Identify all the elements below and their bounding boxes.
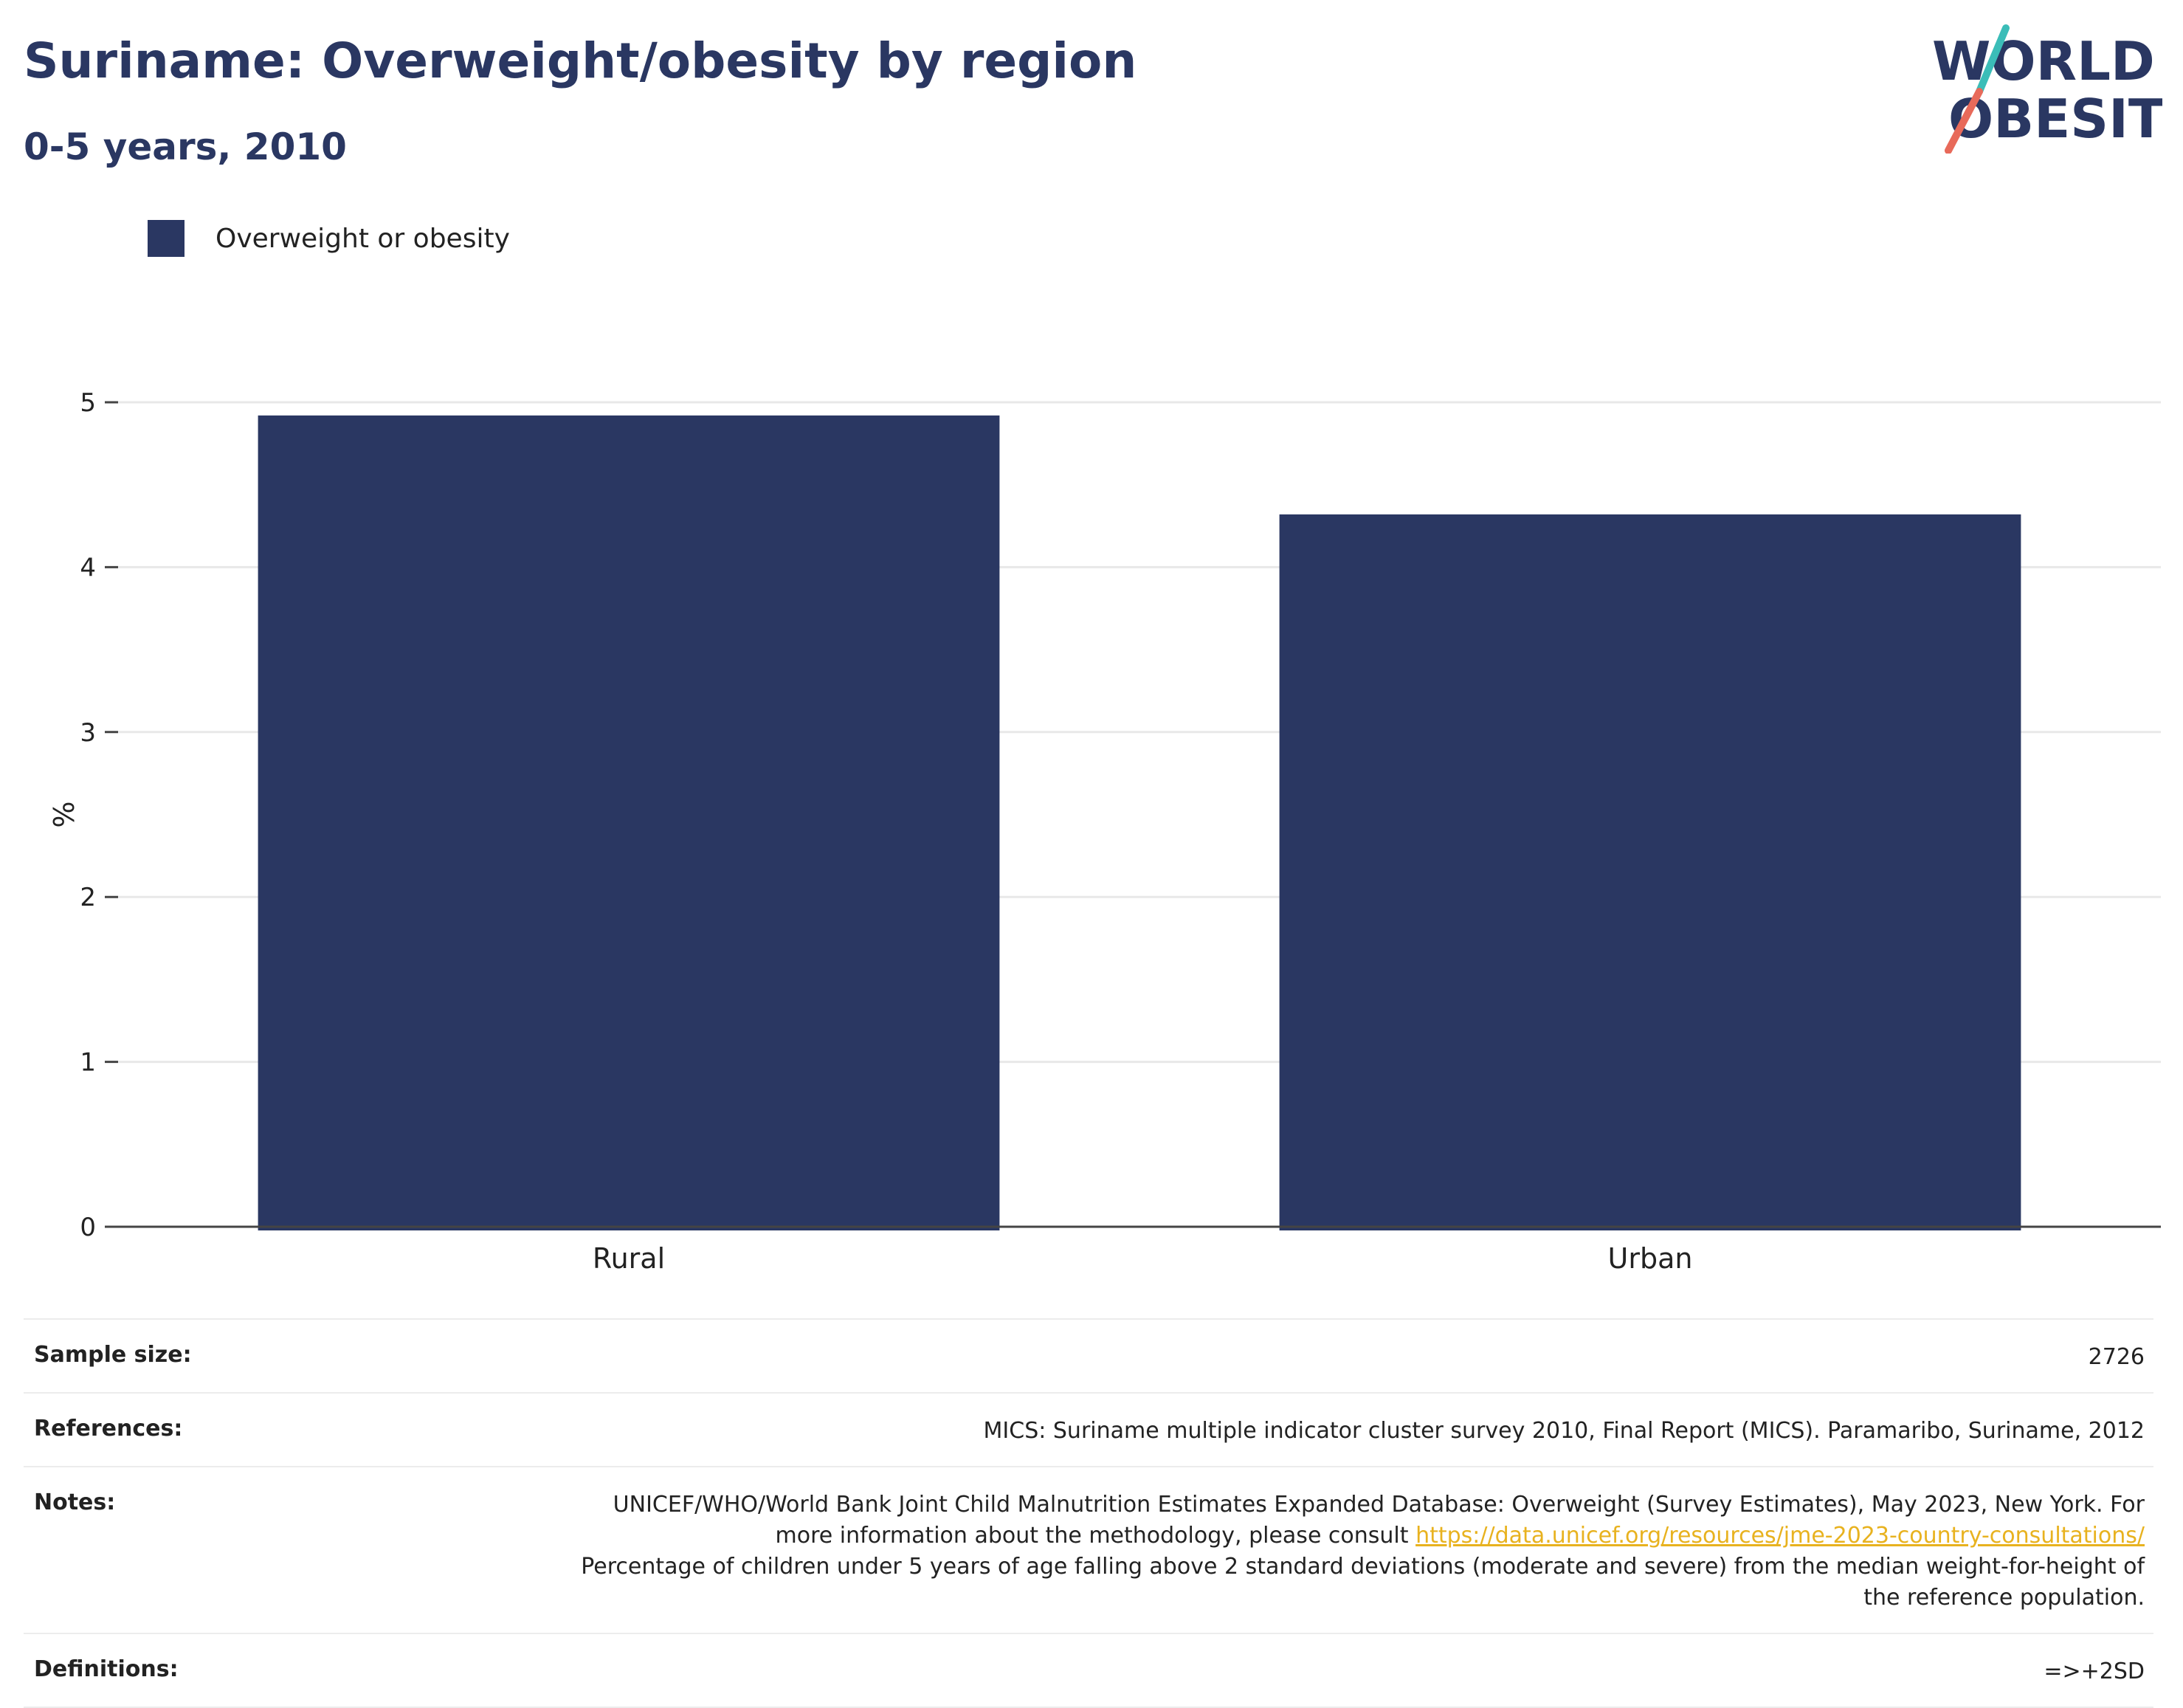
notes-text-2: Percentage of children under 5 years of … xyxy=(581,1554,2145,1611)
notes-row: Notes: UNICEF/WHO/World Bank Joint Child… xyxy=(24,1466,2153,1633)
notes-label: Notes: xyxy=(34,1490,116,1515)
logo-accent-coral xyxy=(1945,88,1983,154)
sample-size-value: 2726 xyxy=(2088,1344,2145,1370)
references-value: MICS: Suriname multiple indicator cluste… xyxy=(983,1418,2145,1444)
y-tick-label: 4 xyxy=(80,553,96,582)
sample-size-row: Sample size: 2726 xyxy=(24,1318,2153,1392)
definitions-label: Definitions: xyxy=(34,1656,179,1682)
world-obesity-logo: WORLD OBESITY xyxy=(1932,24,2162,154)
y-tick-label: 3 xyxy=(80,718,96,748)
y-tick-label: 2 xyxy=(80,883,96,912)
logo-line1: WORLD xyxy=(1932,30,2155,92)
logo-line2: OBESITY xyxy=(1948,88,2162,150)
notes-text-1: UNICEF/WHO/World Bank Joint Child Malnut… xyxy=(613,1492,2145,1549)
chart-subtitle: 0-5 years, 2010 xyxy=(24,125,347,168)
axes: 0 1 2 3 4 5 Rural Urban% xyxy=(46,388,2161,1275)
sample-size-label: Sample size: xyxy=(34,1342,192,1368)
definitions-row: Definitions: =>+2SD xyxy=(24,1633,2153,1708)
x-tick-label: Urban xyxy=(1608,1242,1693,1275)
info-table: Sample size: 2726 References: MICS: Suri… xyxy=(24,1318,2153,1708)
references-label: References: xyxy=(34,1416,183,1442)
x-tick-label: Rural xyxy=(593,1242,665,1275)
definitions-value: =>+2SD xyxy=(2044,1659,2145,1684)
notes-value: UNICEF/WHO/World Bank Joint Child Malnut… xyxy=(565,1490,2145,1614)
y-axis-title: % xyxy=(46,801,79,827)
logo-accent-teal xyxy=(1976,24,2010,95)
y-tick-label: 1 xyxy=(80,1048,96,1078)
y-tick-label: 5 xyxy=(80,388,96,418)
bar-chart: 0 1 2 3 4 5 Rural Urban% xyxy=(46,388,2161,1275)
notes-link[interactable]: https://data.unicef.org/resources/jme-20… xyxy=(1415,1523,2145,1549)
legend-swatch xyxy=(148,220,184,257)
chart-title: Suriname: Overweight/obesity by region xyxy=(24,32,1137,89)
bars xyxy=(258,415,2021,1230)
y-tick-label: 0 xyxy=(80,1213,96,1242)
bar-rural xyxy=(258,415,1000,1230)
references-row: References: MICS: Suriname multiple indi… xyxy=(24,1392,2153,1466)
legend: Overweight or obesity xyxy=(148,220,510,257)
legend-label: Overweight or obesity xyxy=(215,223,510,254)
bar-urban xyxy=(1279,514,2021,1230)
